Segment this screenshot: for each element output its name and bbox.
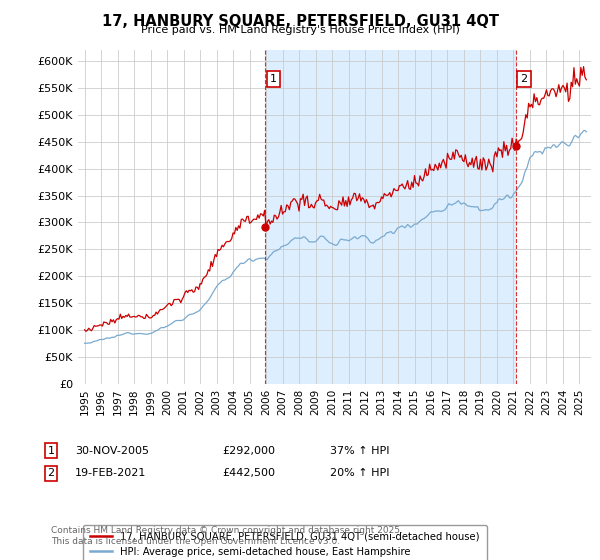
Legend: 17, HANBURY SQUARE, PETERSFIELD, GU31 4QT (semi-detached house), HPI: Average pr: 17, HANBURY SQUARE, PETERSFIELD, GU31 4Q… (83, 525, 487, 560)
Text: 19-FEB-2021: 19-FEB-2021 (75, 468, 146, 478)
Text: 37% ↑ HPI: 37% ↑ HPI (330, 446, 389, 456)
Text: 2: 2 (47, 468, 55, 478)
Text: 20% ↑ HPI: 20% ↑ HPI (330, 468, 389, 478)
Text: 2: 2 (520, 74, 527, 84)
Text: £442,500: £442,500 (222, 468, 275, 478)
Text: 30-NOV-2005: 30-NOV-2005 (75, 446, 149, 456)
Bar (265, 50, 515, 384)
Text: 17, HANBURY SQUARE, PETERSFIELD, GU31 4QT: 17, HANBURY SQUARE, PETERSFIELD, GU31 4Q… (101, 14, 499, 29)
Text: 1: 1 (269, 74, 277, 84)
Text: Contains HM Land Registry data © Crown copyright and database right 2025.
This d: Contains HM Land Registry data © Crown c… (51, 526, 403, 546)
Text: 1: 1 (47, 446, 55, 456)
Text: £292,000: £292,000 (222, 446, 275, 456)
Text: Price paid vs. HM Land Registry's House Price Index (HPI): Price paid vs. HM Land Registry's House … (140, 25, 460, 35)
